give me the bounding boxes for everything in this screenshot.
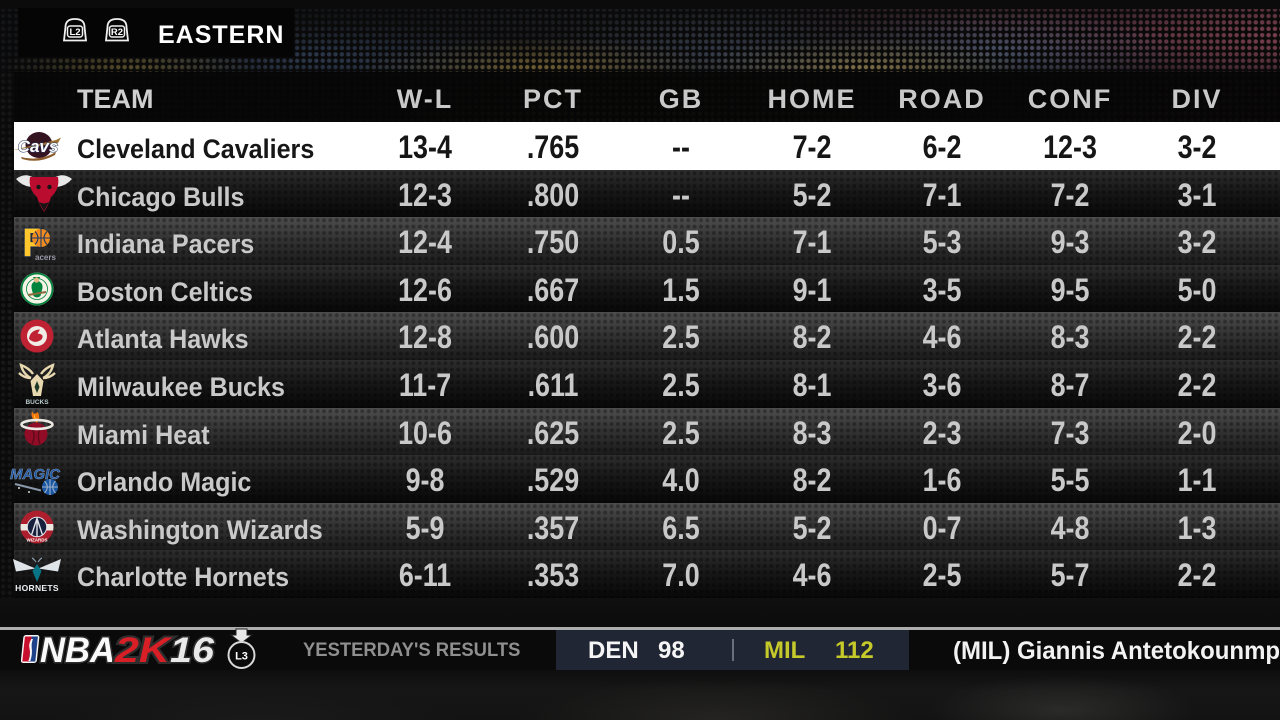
svg-text:L3: L3 (235, 651, 248, 663)
svg-text:2K: 2K (114, 631, 174, 669)
svg-text:Cavs: Cavs (18, 137, 59, 156)
svg-text:16: 16 (170, 631, 215, 669)
svg-text:MAGIC: MAGIC (10, 466, 61, 483)
svg-text:acers: acers (35, 253, 56, 262)
svg-text:L2: L2 (69, 27, 80, 38)
svg-text:R2: R2 (111, 27, 123, 38)
svg-text:NBA: NBA (40, 631, 115, 669)
svg-text:HORNETS: HORNETS (15, 583, 59, 593)
svg-text:BUCKS: BUCKS (25, 399, 49, 406)
svg-text:WIZARDS: WIZARDS (27, 537, 48, 542)
